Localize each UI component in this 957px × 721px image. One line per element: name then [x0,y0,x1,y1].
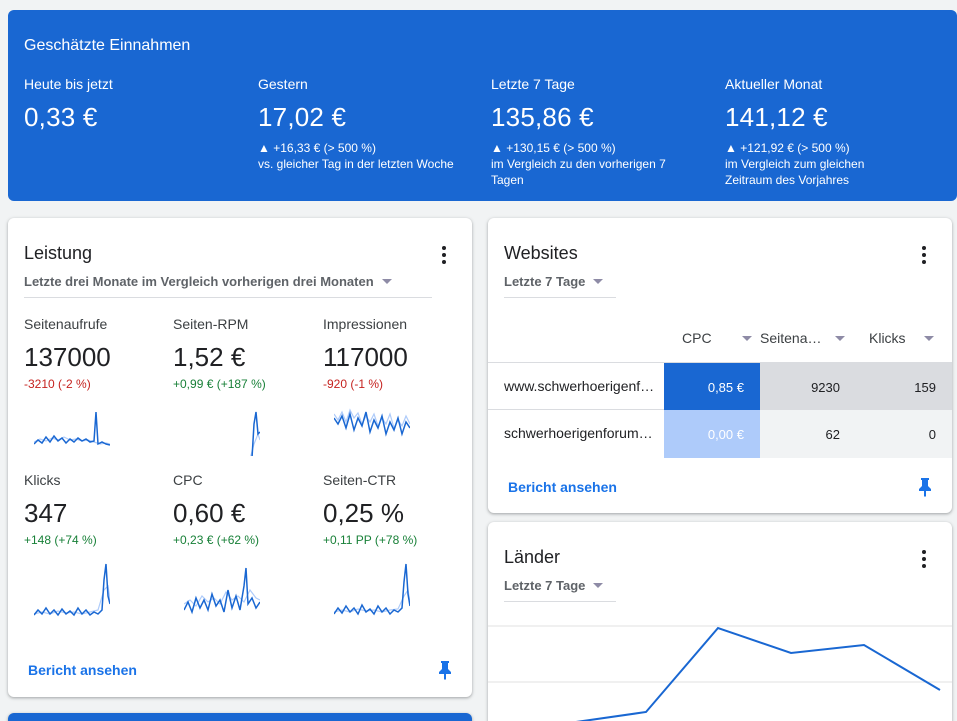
sort-icon [835,335,846,341]
metric-label: Seiten-CTR [323,472,397,488]
countries-card: Länder Letzte 7 Tage [488,522,952,721]
metric-page-ctr[interactable]: Seiten-CTR 0,25 % +0,11 PP (+78 %) [323,472,463,547]
date-range-dropdown[interactable]: Letzte drei Monate im Vergleich vorherig… [24,274,432,298]
chevron-down-icon [381,279,392,284]
sparkline-pageviews [34,411,110,446]
table-row[interactable]: www.schwerhoerigenf… 0,85 € 9230 159 [488,362,952,411]
earnings-last-7-days[interactable]: Letzte 7 Tage 135,86 € ▲ +130,15 € (> 50… [491,76,691,188]
date-range-label: Letzte 7 Tage [504,274,586,289]
countries-line-chart [488,625,952,721]
column-header-label: Seitena… [760,330,822,346]
earnings-label: Letzte 7 Tage [491,76,575,92]
metric-delta: -920 (-1 %) [323,377,384,391]
metric-value: 117000 [323,342,408,372]
card-title: Leistung [24,243,93,263]
earnings-value: 135,86 € [491,102,594,132]
metric-delta: +0,11 PP (+78 %) [323,533,418,547]
metric-label: CPC [173,472,203,488]
sparkline-page-rpm [250,411,260,456]
date-range-label: Letzte drei Monate im Vergleich vorherig… [24,274,374,289]
earnings-comparison: vs. gleicher Tag in der letzten Woche [258,157,454,171]
metric-value: 0,25 % [323,498,404,528]
pageviews-cell: 9230 [760,363,856,411]
cpc-cell: 0,00 € [664,410,760,458]
earnings-label: Heute bis jetzt [24,76,113,92]
earnings-yesterday[interactable]: Gestern 17,02 € ▲ +16,33 € (> 500 %) vs.… [258,76,478,172]
metric-delta: +148 (+74 %) [24,533,97,547]
earnings-title: Geschätzte Einnahmen [24,37,191,54]
earnings-today[interactable]: Heute bis jetzt 0,33 € [24,76,244,133]
metric-cpc[interactable]: CPC 0,60 € +0,23 € (+62 %) [173,472,313,547]
date-range-label: Letzte 7 Tage [504,578,586,593]
metric-pageviews[interactable]: Seitenaufrufe 137000 -3210 (-2 %) [24,316,164,391]
metric-delta: -3210 (-2 %) [24,377,91,391]
pageviews-cell: 62 [760,410,856,458]
earnings-value: 0,33 € [24,102,98,132]
metric-label: Klicks [24,472,61,488]
sparkline-page-ctr [334,563,410,616]
websites-card: Websites Letzte 7 Tage CPC Seitena… Klic… [488,218,952,513]
metric-value: 347 [24,498,68,528]
earnings-comparison: im Vergleich zu den vorherigen 7 Tagen [491,157,666,187]
column-header-pageviews[interactable]: Seitena… [760,330,846,346]
chevron-down-icon [593,279,604,284]
column-header-cpc[interactable]: CPC [682,330,752,346]
earnings-value: 17,02 € [258,102,347,132]
metric-impressions[interactable]: Impressionen 117000 -920 (-1 %) [323,316,463,391]
next-card-partial [8,713,472,721]
metric-label: Impressionen [323,316,408,332]
clicks-cell: 0 [856,410,952,458]
pin-icon[interactable] [438,660,452,680]
view-report-link[interactable]: Bericht ansehen [508,479,617,495]
sort-icon [741,335,752,341]
metric-label: Seitenaufrufe [24,316,108,332]
more-options-icon[interactable] [921,550,927,568]
metric-value: 137000 [24,342,111,372]
date-range-dropdown[interactable]: Letzte 7 Tage [504,274,616,298]
performance-card: Leistung Letzte drei Monate im Vergleich… [8,218,472,697]
sort-icon [923,335,934,341]
earnings-banner: Geschätzte Einnahmen Heute bis jetzt 0,3… [8,10,957,201]
metric-page-rpm[interactable]: Seiten-RPM 1,52 € +0,99 € (+187 %) [173,316,313,391]
earnings-delta: ▲ +121,92 € (> 500 %) [725,141,850,155]
chevron-down-icon [593,583,604,588]
column-header-clicks[interactable]: Klicks [869,330,934,346]
earnings-current-month[interactable]: Aktueller Monat 141,12 € ▲ +121,92 € (> … [725,76,905,188]
metric-delta: +0,99 € (+187 %) [173,377,266,391]
more-options-icon[interactable] [921,246,927,264]
sparkline-clicks [34,563,110,617]
metric-value: 1,52 € [173,342,246,372]
earnings-delta: ▲ +130,15 € (> 500 %) [491,141,616,155]
earnings-value: 141,12 € [725,102,828,132]
view-report-link[interactable]: Bericht ansehen [28,662,137,678]
sparkline-cpc [184,567,260,615]
sparkline-impressions [334,408,410,437]
column-header-label: CPC [682,330,712,346]
earnings-delta: ▲ +16,33 € (> 500 %) [258,141,376,155]
earnings-label: Gestern [258,76,308,92]
metric-value: 0,60 € [173,498,246,528]
site-name: www.schwerhoerigenf… [504,378,655,394]
metric-delta: +0,23 € (+62 %) [173,533,260,547]
earnings-comparison: im Vergleich zum gleichen Zeitraum des V… [725,157,865,187]
card-title: Websites [504,243,578,263]
metric-clicks[interactable]: Klicks 347 +148 (+74 %) [24,472,164,547]
site-name: schwerhoerigenforum… [504,425,653,441]
more-options-icon[interactable] [441,246,447,264]
pin-icon[interactable] [918,477,932,497]
clicks-cell: 159 [856,363,952,411]
cpc-cell: 0,85 € [664,363,760,411]
column-header-label: Klicks [869,330,906,346]
earnings-label: Aktueller Monat [725,76,823,92]
card-title: Länder [504,547,561,567]
metric-label: Seiten-RPM [173,316,249,332]
table-row[interactable]: schwerhoerigenforum… 0,00 € 62 0 [488,410,952,458]
date-range-dropdown[interactable]: Letzte 7 Tage [504,578,616,602]
